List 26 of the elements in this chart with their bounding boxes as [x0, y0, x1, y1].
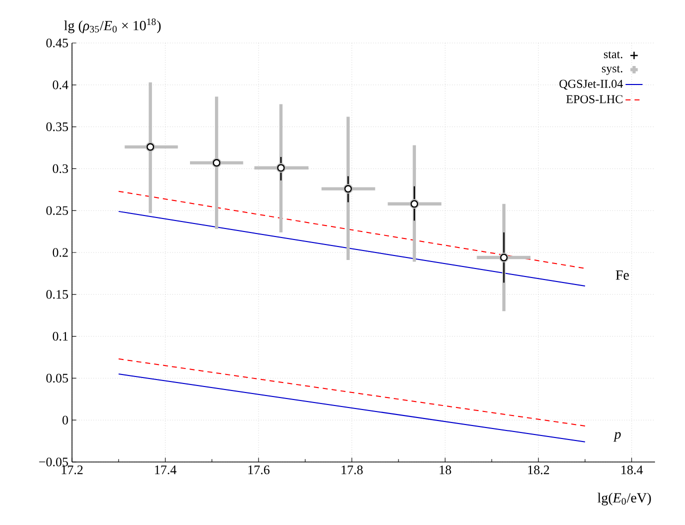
y-tick-label: 0.3: [52, 164, 68, 174]
y-tick-label: 0.25: [46, 206, 68, 215]
legend-label: syst.: [602, 66, 622, 75]
y-tick-label: −0.05: [39, 458, 68, 466]
x-tick-label: 17.6: [248, 466, 270, 474]
y-tick-label: 0.2: [52, 248, 68, 257]
legend-label: QGSJet-II.04: [559, 80, 623, 90]
legend-label: EPOS-LHC: [566, 95, 622, 104]
x-tick-label: 17.4: [155, 466, 176, 474]
y-tick-label: 0.4: [52, 80, 68, 90]
x-tick-label: 18.4: [621, 466, 643, 474]
x-axis-title: lg(E$_{0}$/eV): [598, 492, 651, 506]
y-tick-label: 0.35: [46, 122, 68, 132]
annotation: Fe: [616, 270, 629, 280]
x-tick-label: 18: [440, 466, 452, 474]
y-tick-label: 0.15: [46, 290, 68, 299]
x-tick-label: 17.8: [342, 466, 363, 474]
legend-label: stat.: [604, 51, 622, 58]
y-tick-label: 0: [62, 416, 68, 424]
y-tick-label: 0.1: [52, 332, 68, 341]
y-tick-label: 0.45: [46, 38, 68, 48]
x-tick-label: 17.2: [62, 466, 83, 474]
text: lg (ρ$_{35}$/E$_{0}$ × 10$^{18}$): [64, 18, 161, 34]
annotation: p: [613, 432, 621, 442]
y-tick-label: 0.05: [46, 374, 68, 383]
x-tick-label: 18.2: [528, 466, 550, 474]
